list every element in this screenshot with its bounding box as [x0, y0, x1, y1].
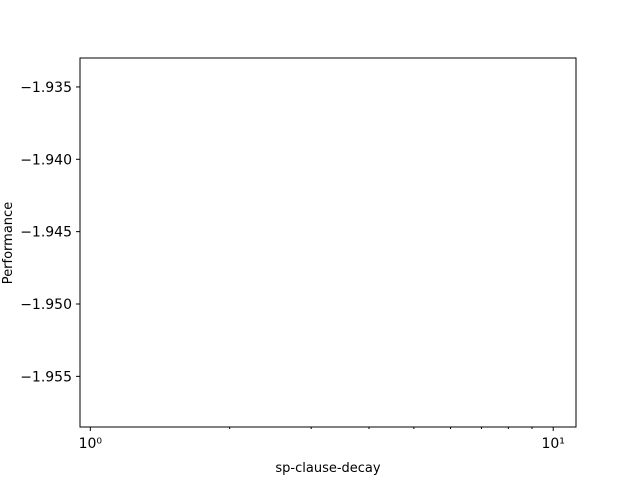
- y-axis-ticks: −1.935 −1.940 −1.945 −1.950 −1.955: [20, 80, 80, 385]
- y-tick-label: −1.940: [20, 152, 72, 168]
- x-tick-label: 10⁰: [79, 436, 103, 452]
- x-tick-label: 10¹: [541, 436, 564, 452]
- x-axis-label: sp-clause-decay: [275, 461, 381, 476]
- y-axis-label: Performance: [1, 202, 16, 284]
- y-tick-label: −1.950: [20, 297, 72, 313]
- y-tick-label: −1.935: [20, 80, 72, 96]
- plot-area-frame: [79, 57, 577, 428]
- y-tick-label: −1.945: [20, 225, 72, 241]
- y-tick-label: −1.955: [20, 369, 72, 385]
